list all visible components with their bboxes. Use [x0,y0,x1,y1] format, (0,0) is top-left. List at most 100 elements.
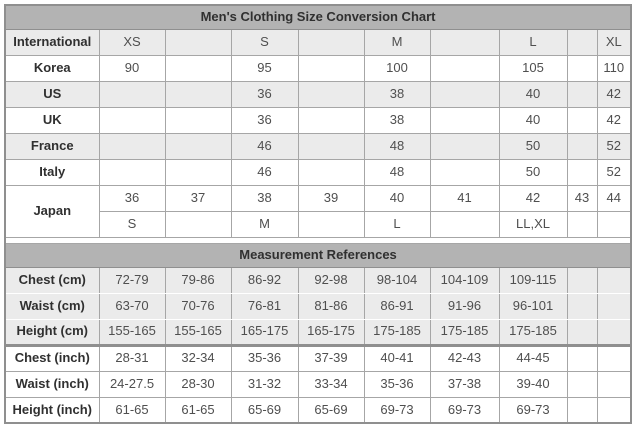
value-cell [566,54,598,82]
value-cell [98,106,166,134]
row-label: Chest (cm) [4,266,100,294]
value-cell [566,266,598,294]
value-cell: 90 [98,54,166,82]
value-cell: 91-96 [429,292,500,320]
value-cell [297,28,365,56]
value-cell: 70-76 [164,292,232,320]
measurement-title-row: Measurement References [4,242,632,268]
table-row: Italy 46 48 50 52 [4,158,632,186]
table-row: Height (inch) 61-65 61-65 65-69 65-69 69-73 69… [4,396,632,424]
value-cell: 38 [363,80,431,108]
row-label: International [4,28,100,56]
value-cell: 65-69 [297,396,365,424]
value-cell: 31-32 [230,370,299,398]
value-cell: 44-45 [498,343,568,372]
value-cell [164,158,232,186]
value-cell: 104-109 [429,266,500,294]
value-cell: 32-34 [164,343,232,372]
value-cell: 41 [429,184,500,212]
value-cell [566,396,598,424]
table-row: International XS S M L XL [4,28,632,56]
value-cell: 52 [596,132,632,160]
value-cell [429,210,500,238]
value-cell: 165-175 [230,318,299,346]
value-cell: 37-38 [429,370,500,398]
value-cell: 40 [363,184,431,212]
value-cell: 48 [363,158,431,186]
value-cell: 38 [230,184,299,212]
value-cell: 39 [297,184,365,212]
value-cell [297,54,365,82]
value-cell [596,370,632,398]
value-cell: 42 [596,80,632,108]
value-cell [98,80,166,108]
row-label: Korea [4,54,100,82]
table-row: US 36 38 40 42 [4,80,632,108]
value-cell [164,28,232,56]
value-cell [98,158,166,186]
value-cell [164,210,232,238]
value-cell: 105 [498,54,568,82]
table-row: S M L LL,XL [5,210,632,238]
value-cell: 43 [566,184,598,212]
row-label: Japan [4,184,100,238]
value-cell [297,132,365,160]
value-cell [596,266,632,294]
row-label: Height (cm) [4,318,100,346]
value-cell: 42 [596,106,632,134]
value-cell: 36 [230,80,299,108]
row-label: UK [4,106,100,134]
value-cell: 175-185 [363,318,431,346]
value-cell: 36 [230,106,299,134]
value-cell [164,80,232,108]
value-cell: 37-39 [297,343,365,372]
value-cell: 46 [230,132,299,160]
value-cell: 42-43 [429,343,500,372]
row-label: Chest (inch) [4,343,100,372]
value-cell: 52 [596,158,632,186]
value-cell [429,80,500,108]
table-row: France 46 48 50 52 [4,132,632,160]
value-cell: 40-41 [363,343,431,372]
value-cell: 61-65 [98,396,166,424]
value-cell [164,106,232,134]
value-cell: XS [98,28,166,56]
value-cell [429,132,500,160]
value-cell: 69-73 [429,396,500,424]
value-cell: 100 [363,54,431,82]
value-cell [164,132,232,160]
value-cell: 110 [596,54,632,82]
value-cell: 50 [498,158,568,186]
value-cell: 24-27.5 [98,370,166,398]
value-cell: 98-104 [363,266,431,294]
value-cell [566,370,598,398]
row-label: Waist (cm) [4,292,100,320]
value-cell [429,54,500,82]
value-cell: 69-73 [498,396,568,424]
value-cell: M [363,28,431,56]
value-cell: 175-185 [498,318,568,346]
value-cell [297,158,365,186]
value-cell [164,54,232,82]
table-row: Waist (cm) 63-70 70-76 76-81 81-86 86-91 91-96… [4,292,632,320]
value-cell [596,210,632,238]
value-cell: 36 [98,184,166,212]
value-cell: 65-69 [230,396,299,424]
value-cell: 38 [363,106,431,134]
value-cell: 46 [230,158,299,186]
value-cell [429,28,500,56]
size-conversion-table: Men's Clothing Size Conversion Chart Inte… [4,4,633,424]
value-cell: 86-92 [230,266,299,294]
value-cell [566,158,598,186]
top-table-title-row: Men's Clothing Size Conversion Chart [4,4,632,30]
row-label: US [4,80,100,108]
value-cell: 92-98 [297,266,365,294]
value-cell: 155-165 [98,318,166,346]
value-cell [596,318,632,346]
value-cell: S [98,210,166,238]
value-cell: 48 [363,132,431,160]
value-cell: 175-185 [429,318,500,346]
value-cell [297,80,365,108]
value-cell [566,210,598,238]
row-label: Waist (inch) [4,370,100,398]
